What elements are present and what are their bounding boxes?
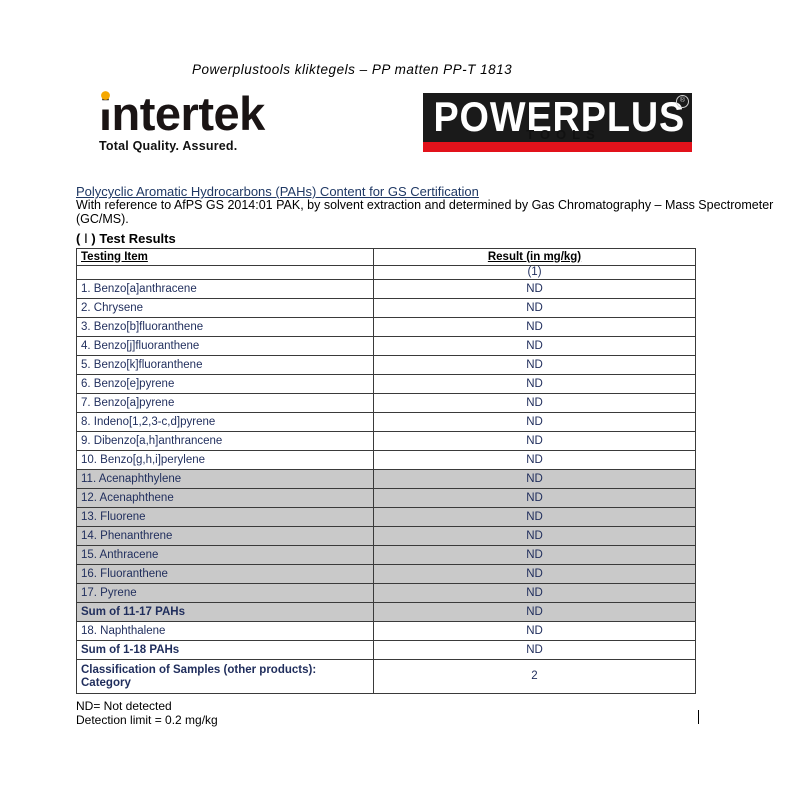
- svg-text:intertek: intertek: [99, 90, 266, 140]
